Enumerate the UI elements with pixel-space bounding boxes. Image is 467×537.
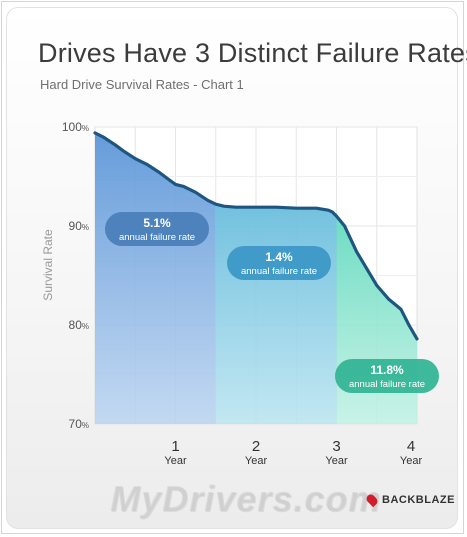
rate-badge-3 <box>335 359 439 393</box>
y-axis-ticks: 70% 80% 90% 100% <box>62 120 89 431</box>
rate-badges: 5.1% annual failure rate 1.4% annual failur… <box>105 212 439 393</box>
rate-badge-caption: annual failure rate <box>349 379 425 390</box>
y-tick-label: 90% <box>69 219 89 233</box>
rate-badge-value: 11.8% <box>370 363 404 377</box>
y-tick-label: 100% <box>62 120 89 134</box>
x-tick-sublabel: Year <box>325 455 348 467</box>
x-tick-label: 2 <box>252 438 260 455</box>
brand-name: BACKBLAZE <box>382 494 455 506</box>
y-axis-label: Survival Rate <box>41 229 55 301</box>
watermark-text: MyDrivers.com <box>110 478 382 519</box>
chart-subtitle: Hard Drive Survival Rates - Chart 1 <box>40 77 244 92</box>
x-tick-sublabel: Year <box>400 455 423 467</box>
rate-badge-value: 1.4% <box>265 250 293 264</box>
x-tick-sublabel: Year <box>245 455 268 467</box>
flame-icon <box>364 492 380 508</box>
survival-curve <box>93 131 419 341</box>
rate-badge-1 <box>105 212 209 246</box>
chart-title: Drives Have 3 Distinct Failure Rates <box>38 38 467 68</box>
backblaze-logo: BACKBLAZE <box>364 492 455 508</box>
rate-badge-value: 5.1% <box>143 216 171 230</box>
x-tick-label: 4 <box>407 438 415 455</box>
rate-badge-2 <box>227 246 331 280</box>
rate-badge-caption: annual failure rate <box>119 232 195 243</box>
y-tick-label: 80% <box>69 318 89 332</box>
y-tick-label: 70% <box>69 417 89 431</box>
x-tick-label: 3 <box>332 438 340 455</box>
x-tick-label: 1 <box>171 438 179 455</box>
rate-badge-caption: annual failure rate <box>241 266 317 277</box>
x-tick-sublabel: Year <box>164 455 187 467</box>
